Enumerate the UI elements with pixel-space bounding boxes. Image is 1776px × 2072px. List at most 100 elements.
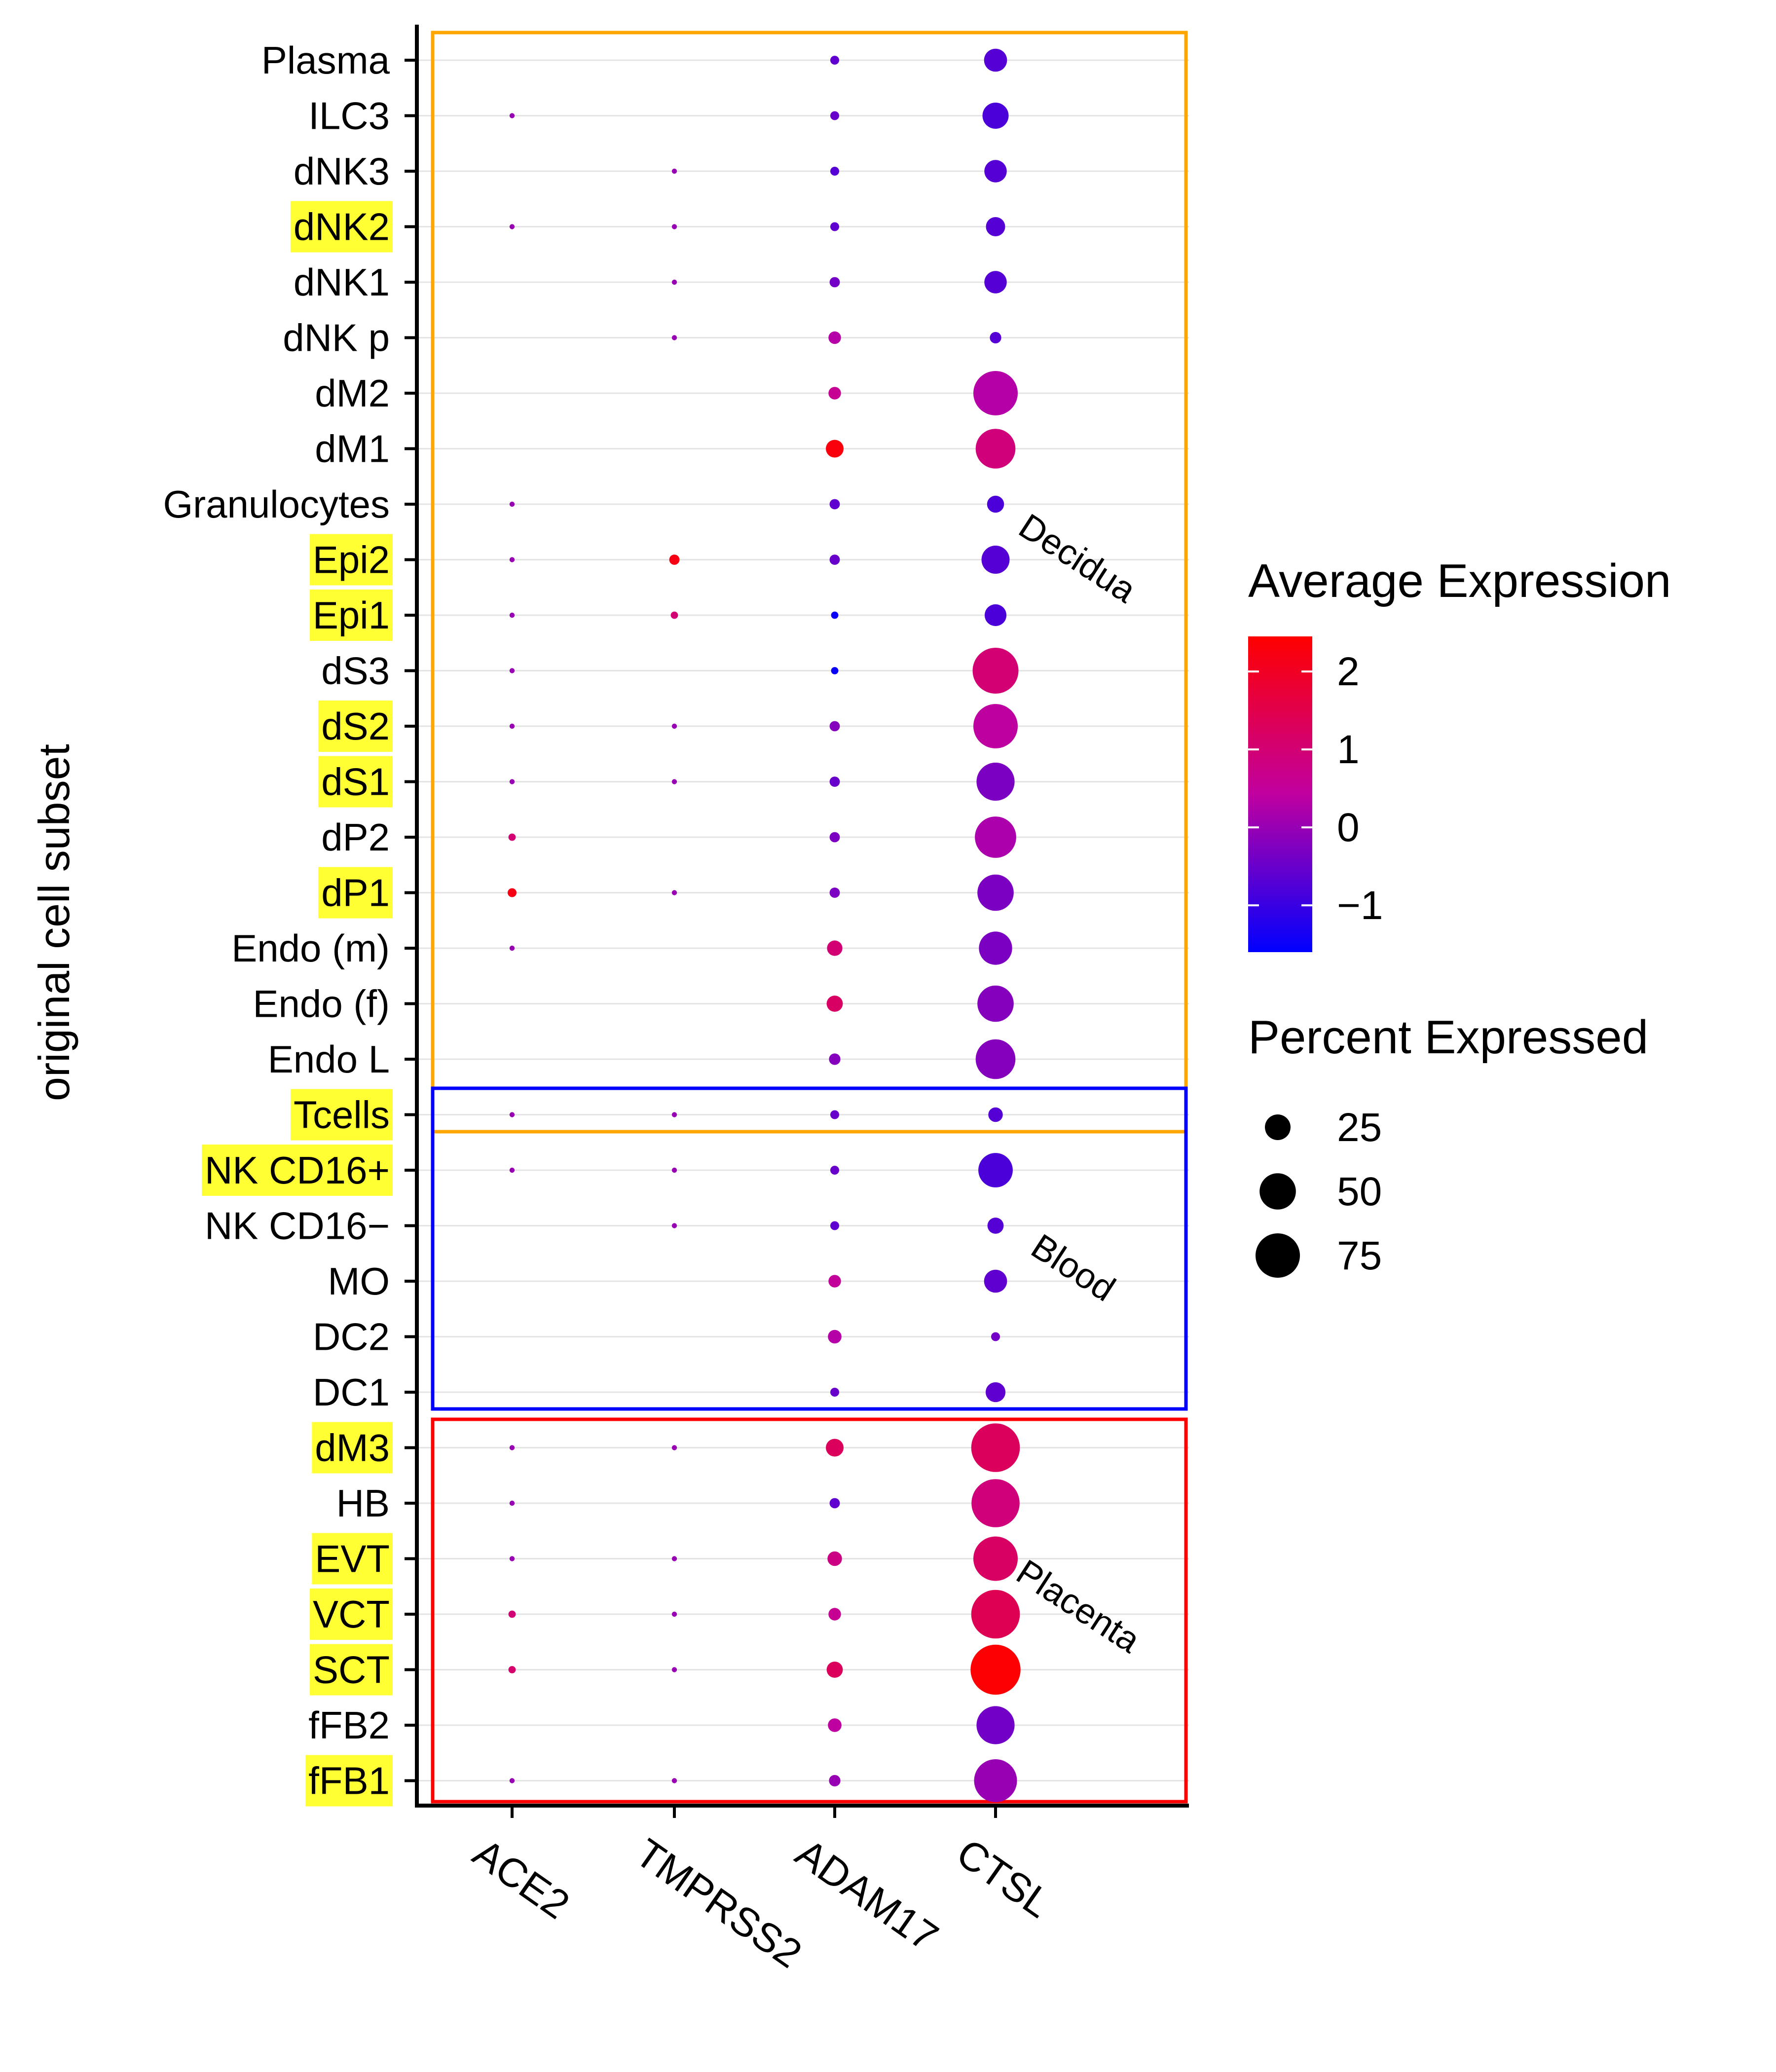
region-box-placenta <box>431 1417 1188 1804</box>
dot <box>829 1053 841 1065</box>
dot <box>826 1662 843 1678</box>
y-tick-label: Epi2 <box>313 538 390 582</box>
y-tick-label: SCT <box>313 1648 390 1692</box>
color-legend-bar <box>1248 636 1312 952</box>
dot <box>509 1556 515 1561</box>
dot <box>830 167 839 176</box>
label-highlight <box>310 1589 393 1640</box>
label-highlight <box>310 1644 393 1696</box>
grid-lines <box>417 59 1189 1781</box>
y-tick-label-group: EVT <box>312 1533 393 1585</box>
dot <box>971 1479 1020 1527</box>
dot <box>828 1330 842 1344</box>
dot <box>984 160 1007 183</box>
dot <box>828 387 841 400</box>
dot <box>829 499 840 510</box>
y-tick-label-group: Endo (m) <box>231 926 390 970</box>
y-tick-label: NK CD16+ <box>205 1148 390 1192</box>
dot <box>509 1445 515 1450</box>
dot <box>671 224 677 229</box>
y-tick-label: Endo L <box>268 1037 390 1081</box>
color-legend-tick-label: 1 <box>1337 727 1360 772</box>
y-tick-label: DC2 <box>313 1315 390 1359</box>
size-legend-label: 25 <box>1337 1105 1382 1150</box>
y-tick-label-group: dM1 <box>315 427 390 471</box>
region-label-decidua: Decidua <box>1012 506 1143 610</box>
dot <box>990 332 1001 344</box>
y-tick-label: Plasma <box>261 38 390 82</box>
dot <box>509 557 515 562</box>
dot <box>826 1439 844 1457</box>
y-tick-label-group: VCT <box>310 1589 393 1640</box>
axes <box>405 25 1189 1818</box>
dot <box>987 1218 1004 1234</box>
color-legend: Average Expression 2 1 0 −1 <box>1248 555 1671 952</box>
dot <box>985 1382 1006 1403</box>
y-tick-label: HB <box>336 1481 390 1525</box>
y-tick-label: dNK1 <box>294 260 390 304</box>
y-tick-label: VCT <box>313 1592 390 1636</box>
y-tick-label: ILC3 <box>308 94 390 138</box>
dot <box>975 429 1016 469</box>
size-legend-dot <box>1265 1114 1291 1140</box>
size-legend-title: Percent Expressed <box>1248 1011 1648 1064</box>
y-tick-label: EVT <box>315 1537 390 1581</box>
size-legend-label: 75 <box>1337 1233 1382 1278</box>
dot <box>508 833 516 841</box>
size-legend-dot <box>1259 1173 1296 1210</box>
label-highlight <box>290 201 393 253</box>
dot <box>977 985 1014 1022</box>
y-tick-label: dNK3 <box>294 149 390 193</box>
y-tick-label: MO <box>328 1259 390 1303</box>
dot <box>828 1275 841 1288</box>
y-tick-label-group: NK CD16+ <box>202 1145 393 1196</box>
label-highlight <box>290 1089 393 1141</box>
dot <box>671 1167 677 1173</box>
dot <box>971 1590 1020 1639</box>
dot <box>509 723 515 729</box>
dot <box>671 168 677 174</box>
y-tick-label-group: dM2 <box>315 371 390 415</box>
y-tick-label-group: DC1 <box>313 1370 390 1414</box>
y-tick-label-group: dNK1 <box>294 260 390 304</box>
y-tick-label-group: dS1 <box>318 756 393 808</box>
dot <box>509 779 515 784</box>
dot <box>826 996 843 1012</box>
dot <box>828 331 841 344</box>
y-tick-label-group: SCT <box>310 1644 393 1696</box>
x-tick-label: CTSL <box>949 1830 1059 1926</box>
color-legend-title: Average Expression <box>1248 555 1671 607</box>
dot <box>508 888 517 897</box>
dot <box>991 1332 1000 1341</box>
dot <box>979 931 1012 965</box>
y-tick-label: dP2 <box>321 815 390 859</box>
dot <box>671 335 677 340</box>
dot <box>671 1223 677 1228</box>
y-tick-label-group: Plasma <box>261 38 390 82</box>
dot <box>988 1107 1003 1122</box>
y-tick-label-group: Endo (f) <box>253 982 390 1026</box>
dots <box>508 48 1021 1802</box>
y-tick-label-group: HB <box>336 1481 390 1525</box>
dot <box>829 555 840 565</box>
region-label-blood: Blood <box>1024 1226 1122 1309</box>
y-tick-label-group: dP2 <box>321 815 390 859</box>
x-tick-label: ACE2 <box>465 1830 578 1927</box>
region-box-decidua <box>431 31 1188 1134</box>
dot <box>671 890 677 895</box>
size-legend: Percent Expressed 25 50 75 <box>1248 1011 1648 1278</box>
dot <box>972 648 1019 694</box>
y-tick-label: dNK2 <box>294 205 390 249</box>
color-legend-tick-label: −1 <box>1337 883 1383 928</box>
dot <box>671 279 677 285</box>
y-tick-label-group: dS3 <box>321 649 390 693</box>
label-highlight <box>309 534 393 586</box>
dot <box>973 371 1018 415</box>
y-tick-label-group: NK CD16− <box>205 1204 390 1248</box>
dot <box>509 945 515 951</box>
dot <box>508 1666 516 1673</box>
dot <box>981 546 1010 574</box>
dot <box>671 1445 677 1450</box>
y-tick-label: dNK p <box>283 316 390 360</box>
